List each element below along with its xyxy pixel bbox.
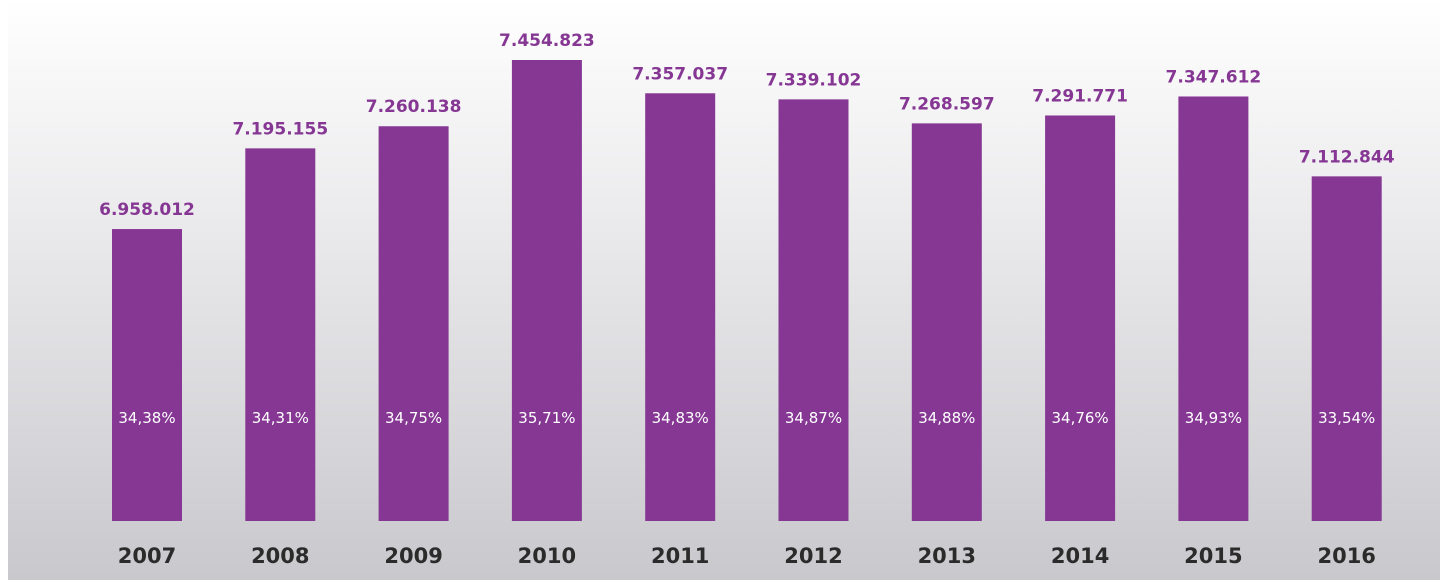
value-label-2015: 7.347.612 — [1166, 67, 1262, 87]
x-tick-label-2010: 2010 — [518, 544, 576, 568]
value-label-2011: 7.357.037 — [632, 64, 728, 84]
bar-2014 — [1045, 115, 1116, 522]
bar-2013 — [911, 123, 982, 522]
percent-label-2009: 34,75% — [385, 409, 442, 427]
bar-2007 — [112, 229, 182, 521]
x-tick-label-2015: 2015 — [1184, 544, 1242, 568]
value-label-2012: 7.339.102 — [766, 70, 862, 90]
x-tick-label-2014: 2014 — [1051, 544, 1109, 568]
bar-2009 — [378, 126, 449, 521]
value-label-2016: 7.112.844 — [1299, 147, 1395, 167]
x-tick-label-2013: 2013 — [918, 544, 976, 568]
percent-label-2010: 35,71% — [518, 409, 575, 427]
percent-label-2007: 34,38% — [118, 409, 175, 427]
value-label-2013: 7.268.597 — [899, 94, 995, 114]
percent-label-2011: 34,83% — [652, 409, 709, 427]
bar-2016 — [1311, 176, 1382, 521]
percent-label-2013: 34,88% — [918, 409, 975, 427]
x-tick-label-2009: 2009 — [384, 544, 442, 568]
percent-label-2012: 34,87% — [785, 409, 842, 427]
x-tick-label-2011: 2011 — [651, 544, 709, 568]
percent-label-2016: 33,54% — [1318, 409, 1375, 427]
bar-2011 — [645, 93, 716, 521]
x-tick-label-2012: 2012 — [784, 544, 842, 568]
percent-label-2014: 34,76% — [1051, 409, 1108, 427]
value-label-2009: 7.260.138 — [366, 97, 462, 117]
chart-marks: 6.958.012 34,38% 2007 7.195.155 34,31% 2008 7.… — [99, 31, 1395, 568]
percent-label-2015: 34,93% — [1185, 409, 1242, 427]
x-tick-label-2007: 2007 — [118, 544, 176, 568]
value-label-2010: 7.454.823 — [499, 31, 595, 51]
x-tick-label-2016: 2016 — [1317, 544, 1375, 568]
percent-label-2008: 34,31% — [252, 409, 309, 427]
bar-2012 — [778, 99, 849, 521]
x-tick-label-2008: 2008 — [251, 544, 309, 568]
value-label-2008: 7.195.155 — [232, 119, 328, 139]
value-label-2014: 7.291.771 — [1032, 86, 1128, 106]
value-label-2007: 6.958.012 — [99, 200, 195, 220]
bar-2010 — [511, 60, 582, 521]
bar-2008 — [245, 148, 316, 522]
bar-2015 — [1178, 96, 1249, 522]
